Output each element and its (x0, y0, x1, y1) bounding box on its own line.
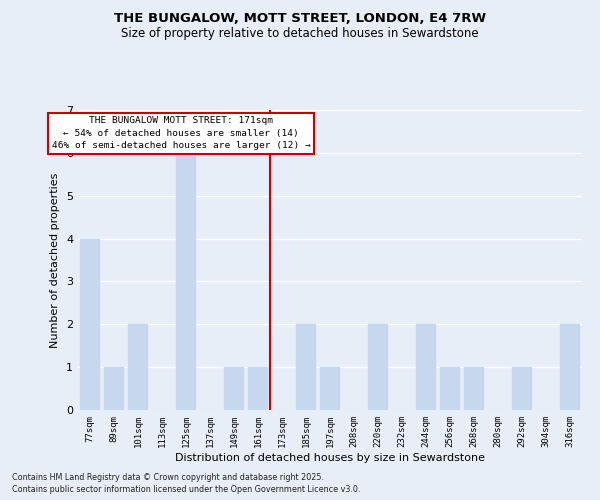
Y-axis label: Number of detached properties: Number of detached properties (50, 172, 61, 348)
Bar (104, 367, 124, 410)
Bar (440, 367, 460, 410)
Text: Size of property relative to detached houses in Sewardstone: Size of property relative to detached ho… (121, 28, 479, 40)
Bar (296, 324, 316, 410)
Bar (560, 324, 580, 410)
Bar (128, 324, 148, 410)
Bar (464, 367, 484, 410)
Bar (368, 324, 388, 410)
Bar (512, 367, 532, 410)
Text: Contains HM Land Registry data © Crown copyright and database right 2025.: Contains HM Land Registry data © Crown c… (12, 472, 324, 482)
Text: THE BUNGALOW, MOTT STREET, LONDON, E4 7RW: THE BUNGALOW, MOTT STREET, LONDON, E4 7R… (114, 12, 486, 26)
Bar (224, 367, 244, 410)
Bar (416, 324, 436, 410)
X-axis label: Distribution of detached houses by size in Sewardstone: Distribution of detached houses by size … (175, 452, 485, 462)
Bar (80, 238, 100, 410)
Bar (320, 367, 340, 410)
Bar (248, 367, 268, 410)
Bar (176, 153, 196, 410)
Text: Contains public sector information licensed under the Open Government Licence v3: Contains public sector information licen… (12, 485, 361, 494)
Text: THE BUNGALOW MOTT STREET: 171sqm
← 54% of detached houses are smaller (14)
46% o: THE BUNGALOW MOTT STREET: 171sqm ← 54% o… (52, 116, 311, 150)
